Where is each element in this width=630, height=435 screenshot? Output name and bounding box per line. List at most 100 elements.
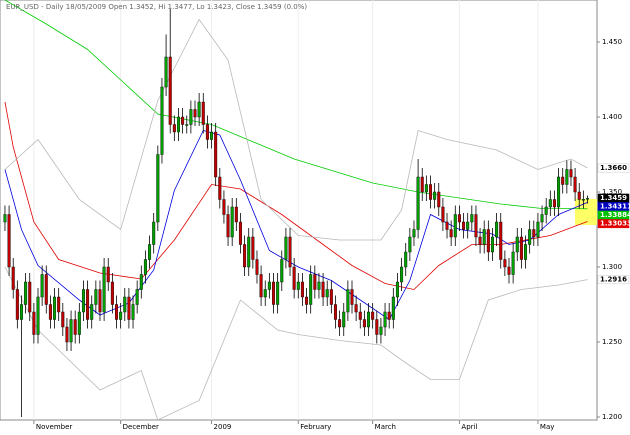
candle-body <box>164 56 168 88</box>
candle-body <box>585 197 589 200</box>
candle-body <box>201 101 205 125</box>
candle-body <box>127 296 131 320</box>
candle-body <box>226 214 230 238</box>
candle-body <box>400 266 404 283</box>
candle-body <box>544 206 548 215</box>
candle-body <box>152 221 156 245</box>
candle-body <box>36 296 40 335</box>
candle-body <box>115 304 119 320</box>
candle-body <box>346 289 350 313</box>
candle-body <box>123 296 127 313</box>
candle-body <box>24 281 28 305</box>
candle-body <box>449 229 453 238</box>
candle-body <box>453 214 457 238</box>
candle-body <box>189 109 193 125</box>
candle-body <box>205 124 209 140</box>
y-tick-label: 1.400 <box>602 113 622 121</box>
candle-body <box>383 311 387 328</box>
x-tick-label: February <box>300 423 331 431</box>
y-tick-label: 1.450 <box>602 38 622 46</box>
candle-body <box>176 116 180 133</box>
candle-body <box>519 236 523 260</box>
candle-body <box>499 221 503 260</box>
candle-body <box>210 131 214 140</box>
candle-body <box>40 274 44 298</box>
candle-body <box>325 289 329 298</box>
candle-body <box>197 101 201 118</box>
candle-body <box>11 266 15 290</box>
candle-body <box>65 326 69 343</box>
candle-body <box>263 289 267 298</box>
candle-body <box>445 221 449 230</box>
candle-body <box>482 229 486 245</box>
candle-body <box>375 319 379 335</box>
candle-body <box>313 274 317 290</box>
x-tick-label: November <box>36 423 73 431</box>
candle-body <box>354 304 358 313</box>
indicator-line <box>4 0 588 210</box>
candle-body <box>342 311 346 328</box>
candle-body <box>94 289 98 305</box>
candle-body <box>143 259 147 275</box>
candle-body <box>424 184 428 193</box>
candle-body <box>15 289 19 320</box>
candle-body <box>495 221 499 238</box>
candle-body <box>466 221 470 230</box>
x-tick-label: May <box>540 423 554 431</box>
candle-body <box>362 319 366 328</box>
candle-body <box>321 281 325 298</box>
candle-body <box>395 281 399 298</box>
candle-body <box>478 236 482 245</box>
candle-body <box>358 311 362 320</box>
candle-body <box>3 214 7 223</box>
indicator-line <box>4 266 588 421</box>
candle-body <box>350 289 354 305</box>
x-tick-label: 2009 <box>214 423 232 431</box>
candle-body <box>81 289 85 313</box>
candle-body <box>329 289 333 305</box>
candle-body <box>317 281 321 290</box>
y-tick-label: 1.350 <box>602 188 622 196</box>
candle-body <box>160 86 164 155</box>
candle-body <box>292 266 296 290</box>
candle-body <box>338 319 342 328</box>
candle-body <box>573 176 577 193</box>
candle-body <box>44 274 48 305</box>
candle-body <box>69 319 73 343</box>
y-tick-label: 1.300 <box>602 263 622 271</box>
candle-body <box>139 274 143 290</box>
candle-body <box>98 289 102 313</box>
y-tick-label: 1.250 <box>602 338 622 346</box>
value-label-box <box>597 163 630 173</box>
candle-body <box>367 311 371 328</box>
candle-body <box>255 259 259 275</box>
candle-body <box>243 244 247 268</box>
candle-body <box>119 311 123 320</box>
candle-body <box>486 229 490 253</box>
candle-body <box>234 206 238 223</box>
candle-body <box>371 311 375 320</box>
candle-body <box>19 304 23 320</box>
indicator-line <box>4 101 588 290</box>
candle-body <box>561 176 565 185</box>
candle-body <box>404 251 408 268</box>
candle-body <box>429 184 433 200</box>
candle-body <box>222 199 226 215</box>
candle-body <box>280 259 284 283</box>
candle-body <box>408 236 412 253</box>
candle-body <box>61 311 65 328</box>
candle-body <box>305 296 309 305</box>
candle-body <box>528 229 532 245</box>
candle-body <box>53 296 57 320</box>
candle-body <box>507 266 511 275</box>
candle-body <box>557 176 561 208</box>
candle-body <box>565 169 569 185</box>
candle-body <box>503 259 507 268</box>
candle-body <box>148 244 152 260</box>
candle-body <box>7 214 11 268</box>
candle-body <box>300 281 304 298</box>
candle-body <box>416 176 420 230</box>
candle-body <box>420 176 424 193</box>
x-tick-label: April <box>461 423 477 431</box>
